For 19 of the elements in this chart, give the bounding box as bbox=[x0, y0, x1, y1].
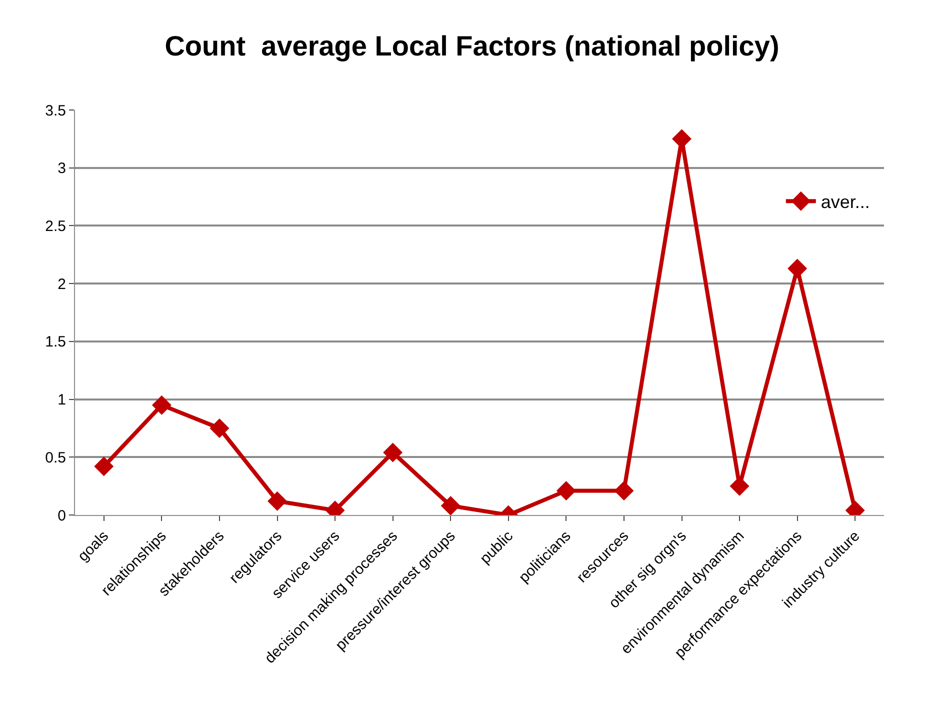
y-tick-label: 2 bbox=[58, 276, 66, 293]
point bbox=[556, 480, 576, 500]
point bbox=[440, 496, 460, 515]
legend-label: aver... bbox=[820, 192, 870, 212]
chart-title: Count average Local Factors (national policy) bbox=[164, 30, 780, 62]
point bbox=[614, 480, 634, 500]
point bbox=[788, 258, 808, 278]
point bbox=[268, 491, 287, 511]
point bbox=[152, 395, 172, 415]
y-tick-label: 3.5 bbox=[45, 102, 66, 120]
point bbox=[210, 418, 230, 438]
y-tick-label: 1.5 bbox=[45, 334, 66, 351]
point bbox=[94, 456, 114, 476]
y-tick-label: 2.5 bbox=[45, 218, 66, 235]
y-tick-label: 0 bbox=[58, 507, 66, 524]
point bbox=[383, 442, 403, 462]
y-tick-label: 1 bbox=[58, 392, 66, 409]
y-tick-label: 0.5 bbox=[45, 449, 66, 466]
y-tick-label: 3 bbox=[58, 160, 66, 178]
